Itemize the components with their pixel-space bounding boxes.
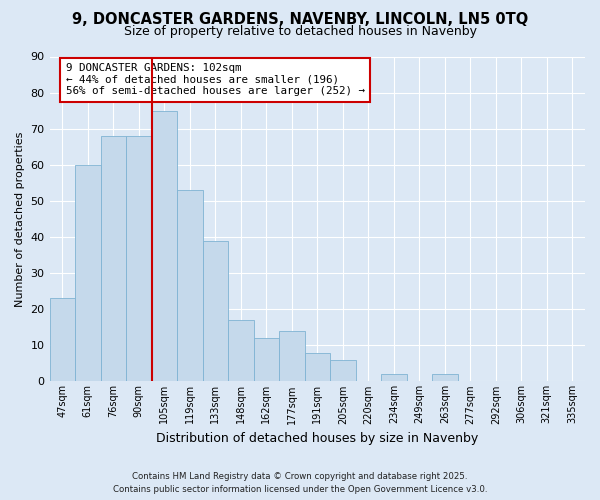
- X-axis label: Distribution of detached houses by size in Navenby: Distribution of detached houses by size …: [156, 432, 478, 445]
- Bar: [126, 136, 152, 382]
- Bar: [279, 331, 305, 382]
- Bar: [152, 110, 177, 382]
- Bar: [50, 298, 75, 382]
- Bar: [75, 165, 101, 382]
- Y-axis label: Number of detached properties: Number of detached properties: [15, 132, 25, 306]
- Bar: [254, 338, 279, 382]
- Bar: [305, 352, 330, 382]
- Bar: [432, 374, 458, 382]
- Bar: [381, 374, 407, 382]
- Bar: [203, 240, 228, 382]
- Text: 9 DONCASTER GARDENS: 102sqm
← 44% of detached houses are smaller (196)
56% of se: 9 DONCASTER GARDENS: 102sqm ← 44% of det…: [65, 63, 365, 96]
- Text: Contains HM Land Registry data © Crown copyright and database right 2025.
Contai: Contains HM Land Registry data © Crown c…: [113, 472, 487, 494]
- Bar: [330, 360, 356, 382]
- Bar: [177, 190, 203, 382]
- Bar: [101, 136, 126, 382]
- Text: Size of property relative to detached houses in Navenby: Size of property relative to detached ho…: [124, 25, 476, 38]
- Bar: [228, 320, 254, 382]
- Text: 9, DONCASTER GARDENS, NAVENBY, LINCOLN, LN5 0TQ: 9, DONCASTER GARDENS, NAVENBY, LINCOLN, …: [72, 12, 528, 28]
